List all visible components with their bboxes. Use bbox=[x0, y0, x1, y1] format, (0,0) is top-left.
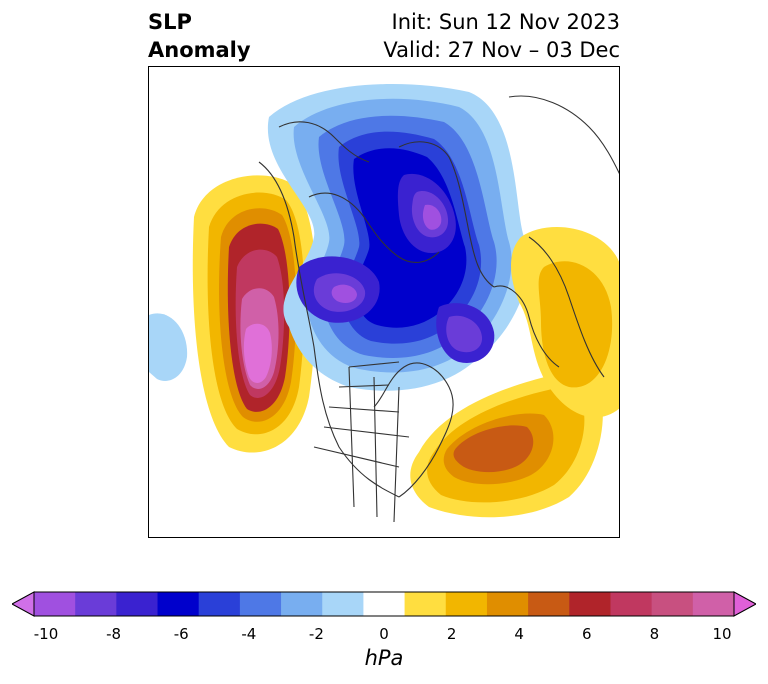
atlantic-high-anomaly bbox=[410, 367, 603, 518]
colorbar-tick-label: 10 bbox=[712, 625, 732, 643]
colorbar bbox=[12, 591, 756, 617]
colorbar-bin bbox=[363, 592, 406, 616]
colorbar-bin bbox=[569, 592, 611, 616]
colorbar-bin bbox=[116, 592, 159, 616]
colorbar-tick-label: -10 bbox=[33, 625, 59, 643]
coastlines bbox=[258, 95, 619, 523]
colorbar-bin bbox=[75, 592, 117, 616]
colorbar-bin bbox=[34, 592, 76, 616]
colorbar-under-arrow bbox=[12, 591, 35, 617]
colorbar-over-arrow bbox=[733, 591, 756, 617]
scandinavian-high-anomaly bbox=[511, 227, 619, 418]
colorbar-bin bbox=[610, 592, 653, 616]
colorbar-bin bbox=[157, 592, 200, 616]
colorbar-tick-label: -6 bbox=[173, 625, 189, 643]
colorbar-tick-label: -2 bbox=[308, 625, 324, 643]
colorbar-bin bbox=[404, 592, 447, 616]
colorbar-bin bbox=[692, 592, 735, 616]
colorbar-frame bbox=[33, 591, 735, 617]
init-date: Init: Sun 12 Nov 2023 bbox=[391, 10, 620, 34]
valid-range: Valid: 27 Nov – 03 Dec bbox=[383, 38, 620, 62]
title-line-1: SLP bbox=[148, 10, 192, 34]
colorbar-bin bbox=[198, 592, 241, 616]
colorbar-tick-label: -8 bbox=[106, 625, 122, 643]
colorbar-tick-label: 6 bbox=[582, 625, 592, 643]
colorbar-bin bbox=[528, 592, 570, 616]
colorbar-tick-label: 2 bbox=[446, 625, 457, 643]
colorbar-bin bbox=[322, 592, 364, 616]
unit-label: hPa bbox=[364, 646, 404, 670]
colorbar-bin bbox=[486, 592, 529, 616]
colorbar-bin bbox=[281, 592, 323, 616]
title-line-2: Anomaly bbox=[148, 38, 251, 62]
map-panel bbox=[148, 66, 620, 538]
pacific-high-anomaly bbox=[192, 175, 317, 453]
colorbar-bin bbox=[445, 592, 488, 616]
colorbar-tick-label: 8 bbox=[649, 625, 660, 643]
anomaly-map bbox=[149, 84, 619, 523]
colorbar-bin bbox=[239, 592, 282, 616]
arctic-low-anomaly bbox=[267, 84, 529, 391]
colorbar-tick-label: -4 bbox=[241, 625, 257, 643]
colorbar-tick-label: 4 bbox=[514, 625, 524, 643]
colorbar-bin bbox=[651, 592, 694, 616]
chart-title: SLP Anomaly bbox=[148, 8, 251, 64]
colorbar-tick-label: 0 bbox=[379, 625, 389, 643]
date-info: Init: Sun 12 Nov 2023 Valid: 27 Nov – 03… bbox=[383, 8, 620, 64]
